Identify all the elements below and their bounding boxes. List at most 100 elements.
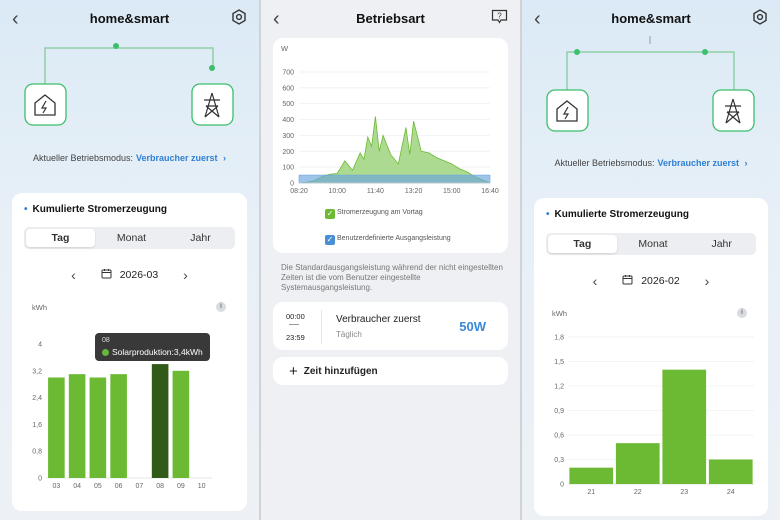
top-bar: ‹ Betriebsart ? — [261, 6, 520, 32]
tab-monat[interactable]: Monat — [116, 232, 147, 244]
grid-tower-icon — [712, 89, 755, 132]
bullet-icon: • — [546, 209, 550, 220]
y-axis-unit: kWh — [552, 309, 567, 318]
grid-tower-icon — [191, 83, 234, 126]
y-tick-label: 1,8 — [554, 335, 564, 342]
y-tick-label: 1,6 — [32, 422, 42, 429]
y-tick-label: 400 — [282, 117, 294, 124]
tab-tag[interactable]: Tag — [548, 235, 617, 253]
daily-generation-bar-chart: 0 0,8 1,6 2,4 3,2 4 03 04 05 06 07 08 09 10 — [32, 342, 212, 490]
y-tick-label: 0,6 — [554, 433, 564, 440]
add-time-button[interactable]: + Zeit hinzufügen — [273, 357, 508, 385]
bar — [48, 377, 65, 478]
x-tick-label: 09 — [177, 483, 185, 490]
vertical-divider — [321, 310, 322, 344]
x-tick-label: 15:00 — [443, 188, 461, 195]
schedule-end: 23:59 — [286, 333, 305, 342]
tab-monat[interactable]: Monat — [638, 238, 668, 250]
x-tick-label: 08:20 — [290, 188, 308, 195]
y-tick-label: 100 — [282, 165, 294, 172]
card-title: • Kumulierte Stromerzeugung — [546, 209, 689, 220]
inverter-icon — [546, 89, 589, 132]
date-label[interactable]: 2026-02 — [641, 275, 680, 287]
page-title: home&smart — [89, 11, 170, 26]
add-time-row: + Zeit hinzufügen — [289, 363, 378, 380]
y-axis-unit: W — [281, 44, 289, 53]
tab-jahr[interactable]: Jahr — [190, 232, 211, 244]
next-chevron-icon[interactable]: › — [704, 273, 710, 289]
y-tick-label: 0,9 — [554, 408, 564, 415]
period-tabs: Tag Monat Jahr — [24, 227, 235, 249]
x-tick-label: 16:40 — [481, 188, 499, 195]
schedule-power: 50W — [459, 319, 486, 334]
y-tick-label: 3,2 — [32, 368, 42, 375]
x-tick-label: 21 — [587, 489, 595, 496]
flow-dot — [702, 49, 708, 55]
info-icon[interactable]: i — [737, 308, 747, 318]
bar — [151, 364, 169, 478]
back-chevron-icon[interactable]: ‹ — [273, 8, 280, 30]
y-tick-label: 500 — [282, 101, 294, 108]
x-tick-label: 10 — [198, 483, 206, 490]
bar — [89, 377, 107, 478]
schedule-repeat: Täglich — [336, 330, 362, 339]
x-tick-label: 04 — [73, 483, 81, 490]
bar — [615, 443, 660, 484]
bar — [662, 369, 707, 484]
bar — [172, 370, 190, 478]
next-chevron-icon[interactable]: › — [183, 267, 188, 283]
y-tick-label: 0,8 — [32, 449, 42, 456]
tooltip-value: Solarproduktion:3,4kWh — [102, 347, 203, 357]
help-icon[interactable]: ? — [491, 9, 508, 24]
legend-item-output[interactable]: ✓ Benutzerdefinierte Ausgangsleistung — [325, 235, 451, 245]
tab-tag[interactable]: Tag — [26, 229, 95, 247]
info-icon[interactable]: i — [216, 302, 226, 312]
y-tick-label: 700 — [282, 70, 294, 77]
energy-flow-diagram — [24, 43, 234, 126]
top-bar: ‹ home&smart — [0, 6, 259, 32]
legend-item-generation[interactable]: ✓ Stromerzeugung am Vortag — [325, 209, 423, 219]
y-tick-label: 4 — [38, 342, 42, 349]
svg-text:?: ? — [497, 12, 502, 21]
tab-jahr[interactable]: Jahr — [711, 238, 732, 250]
daily-generation-bar-chart: 0 0,3 0,6 0,9 1,2 1,5 1,8 21 22 23 24 — [554, 335, 754, 496]
calendar-icon[interactable] — [101, 268, 112, 282]
back-chevron-icon[interactable]: ‹ — [12, 8, 19, 30]
panel-operating-mode: ‹ Betriebsart ? W 0 100 200 300 400 500 600 700… — [261, 0, 520, 520]
bar — [110, 374, 127, 478]
prev-chevron-icon[interactable]: ‹ — [71, 267, 76, 283]
date-label[interactable]: 2026-03 — [119, 269, 159, 281]
checkbox-checked-icon: ✓ — [325, 209, 335, 219]
panel-home-february: ‹ home&smart Aktueller Betriebsmodus: Ver… — [522, 0, 780, 520]
y-tick-label: 1,2 — [554, 384, 564, 391]
y-tick-label: 0 — [38, 476, 42, 483]
schedule-item[interactable]: 00:00 23:59 Verbraucher zuerst Täglich 5… — [273, 302, 508, 350]
inverter-icon — [24, 83, 67, 126]
calendar-icon[interactable] — [622, 274, 633, 288]
series-dot-icon — [102, 349, 109, 356]
x-tick-label: 06 — [115, 483, 123, 490]
time-divider — [289, 324, 299, 325]
back-chevron-icon[interactable]: ‹ — [534, 8, 541, 30]
x-tick-label: 08 — [156, 483, 164, 490]
add-time-label: Zeit hinzufügen — [303, 366, 378, 377]
flow-dot — [574, 49, 580, 55]
y-tick-label: 0,3 — [554, 457, 564, 464]
settings-hexagon-icon[interactable] — [231, 9, 247, 25]
x-tick-label: 24 — [727, 489, 735, 496]
prev-chevron-icon[interactable]: ‹ — [592, 273, 598, 289]
operating-mode-link[interactable]: Verbraucher zuerst — [136, 153, 218, 163]
x-tick-label: 22 — [634, 489, 642, 496]
card-title: • Kumulierte Stromerzeugung — [24, 204, 167, 215]
description-text: Die Standardausgangsleistung während der… — [281, 263, 503, 292]
y-tick-label: 0 — [560, 482, 564, 489]
x-tick-label: 23 — [680, 489, 688, 496]
operating-mode-row[interactable]: Aktueller Betriebsmodus: Verbraucher zuer… — [522, 158, 780, 168]
operating-mode-link[interactable]: Verbraucher zuerst — [657, 158, 740, 168]
operating-mode-row[interactable]: Aktueller Betriebsmodus: Verbraucher zuer… — [0, 153, 259, 163]
settings-hexagon-icon[interactable] — [752, 9, 768, 25]
checkbox-checked-icon: ✓ — [325, 235, 335, 245]
flow-dot — [113, 43, 119, 49]
bullet-icon: • — [24, 204, 28, 215]
generation-area — [298, 116, 491, 184]
